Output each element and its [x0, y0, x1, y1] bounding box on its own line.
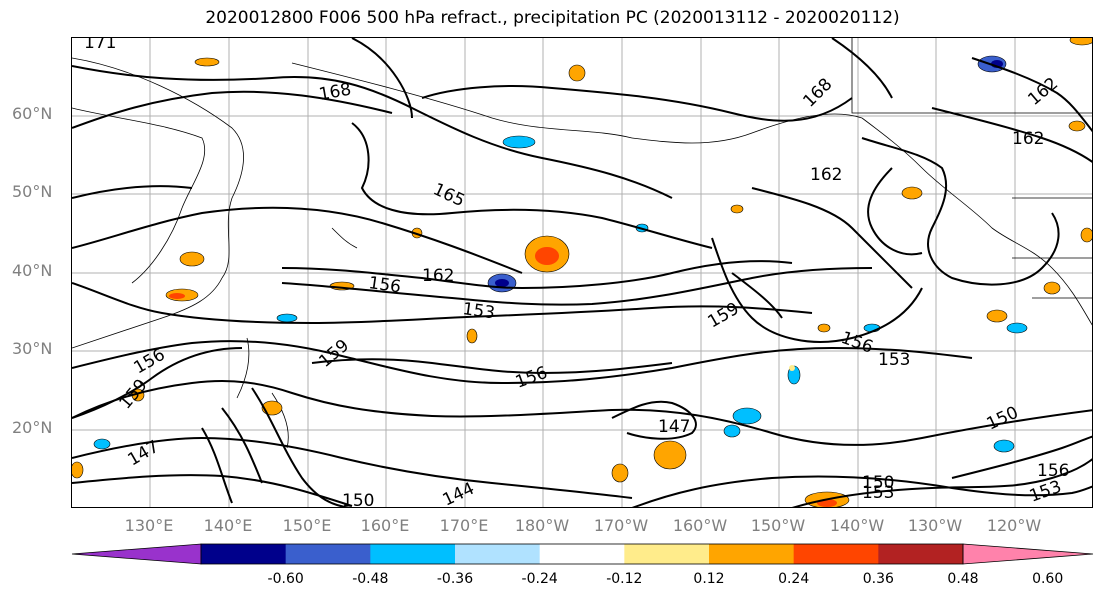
contour-label: 162 [810, 165, 842, 185]
contour-label: 156 [367, 273, 402, 297]
colorbar-tick-label: 0.12 [693, 571, 725, 587]
colorbar-segment [201, 544, 287, 564]
contour-label: 153 [878, 350, 910, 370]
map-canvas: 171 168 168 165 162 162 162 156 156 156 … [72, 38, 1092, 508]
coastlines [72, 38, 1092, 449]
lon-label: 120°W [986, 516, 1042, 535]
contour-label: 156 [1037, 461, 1069, 481]
colorbar-segment [285, 544, 371, 564]
colorbar-tick-label: -0.36 [436, 571, 474, 587]
lon-label: 150°W [750, 516, 806, 535]
contour-label: 144 [440, 479, 478, 508]
colorbar-tick-label: -0.60 [267, 571, 304, 587]
colorbar-segment [709, 544, 795, 564]
contour-label: 162 [422, 266, 454, 286]
colorbar-tick-label: -0.12 [606, 571, 643, 587]
lat-label-30n: 30°N [12, 339, 53, 358]
colorbar-tick-label: 0.24 [778, 571, 810, 587]
contour-label: 159 [705, 299, 743, 333]
colorbar-segment [624, 544, 710, 564]
contour-label: 153 [461, 299, 496, 323]
lat-label-60n: 60°N [12, 104, 53, 123]
colorbar-extend-high [962, 543, 1094, 565]
lat-label-50n: 50°N [12, 182, 53, 201]
colorbar-tick-label: -0.48 [352, 571, 389, 587]
contour-label: 153 [862, 483, 894, 503]
lon-label: 170°E [439, 516, 489, 535]
colorbar-tick-label: 0.36 [862, 571, 894, 587]
colorbar-svg [71, 543, 1094, 565]
colorbar-segment [793, 544, 879, 564]
contours [72, 38, 1092, 507]
lon-label: 140°W [829, 516, 885, 535]
colorbar [71, 543, 1095, 569]
lon-label: 160°E [360, 516, 410, 535]
contour-label: 168 [799, 74, 836, 111]
colorbar-segment [878, 544, 964, 564]
contour-label: 147 [658, 417, 690, 437]
colorbar-segment [539, 544, 625, 564]
contour-label: 171 [84, 38, 116, 53]
colorbar-tick-label: 0.60 [1032, 571, 1064, 587]
lon-label: 130°W [907, 516, 963, 535]
contour-label: 162 [1012, 129, 1044, 149]
lon-label: 180°W [514, 516, 570, 535]
lon-label: 130°E [124, 516, 174, 535]
contour-label: 159 [315, 336, 353, 372]
colorbar-tick-label: 0.48 [947, 571, 979, 587]
lon-label: 160°W [672, 516, 728, 535]
contour-label: 150 [862, 473, 894, 493]
colorbar-tick-label: -0.24 [521, 571, 558, 587]
lat-label-40n: 40°N [12, 261, 53, 280]
contour-label: 165 [430, 179, 468, 211]
map-title: 2020012800 F006 500 hPa refract., precip… [205, 8, 900, 28]
contour-label: 168 [317, 80, 352, 105]
lon-label: 150°E [282, 516, 332, 535]
map-panel: 171 168 168 165 162 162 162 156 156 156 … [71, 37, 1093, 508]
colorbar-extend-low [71, 543, 202, 565]
colorbar-segment [370, 544, 456, 564]
contour-label: 150 [342, 491, 374, 508]
colorbar-border [200, 543, 964, 565]
lon-label: 140°E [203, 516, 253, 535]
contour-label: 153 [1027, 477, 1064, 507]
colorbar-segment [455, 544, 541, 564]
lat-label-20n: 20°N [12, 418, 53, 437]
lon-label: 170°W [593, 516, 649, 535]
contour-label: 156 [513, 363, 550, 393]
